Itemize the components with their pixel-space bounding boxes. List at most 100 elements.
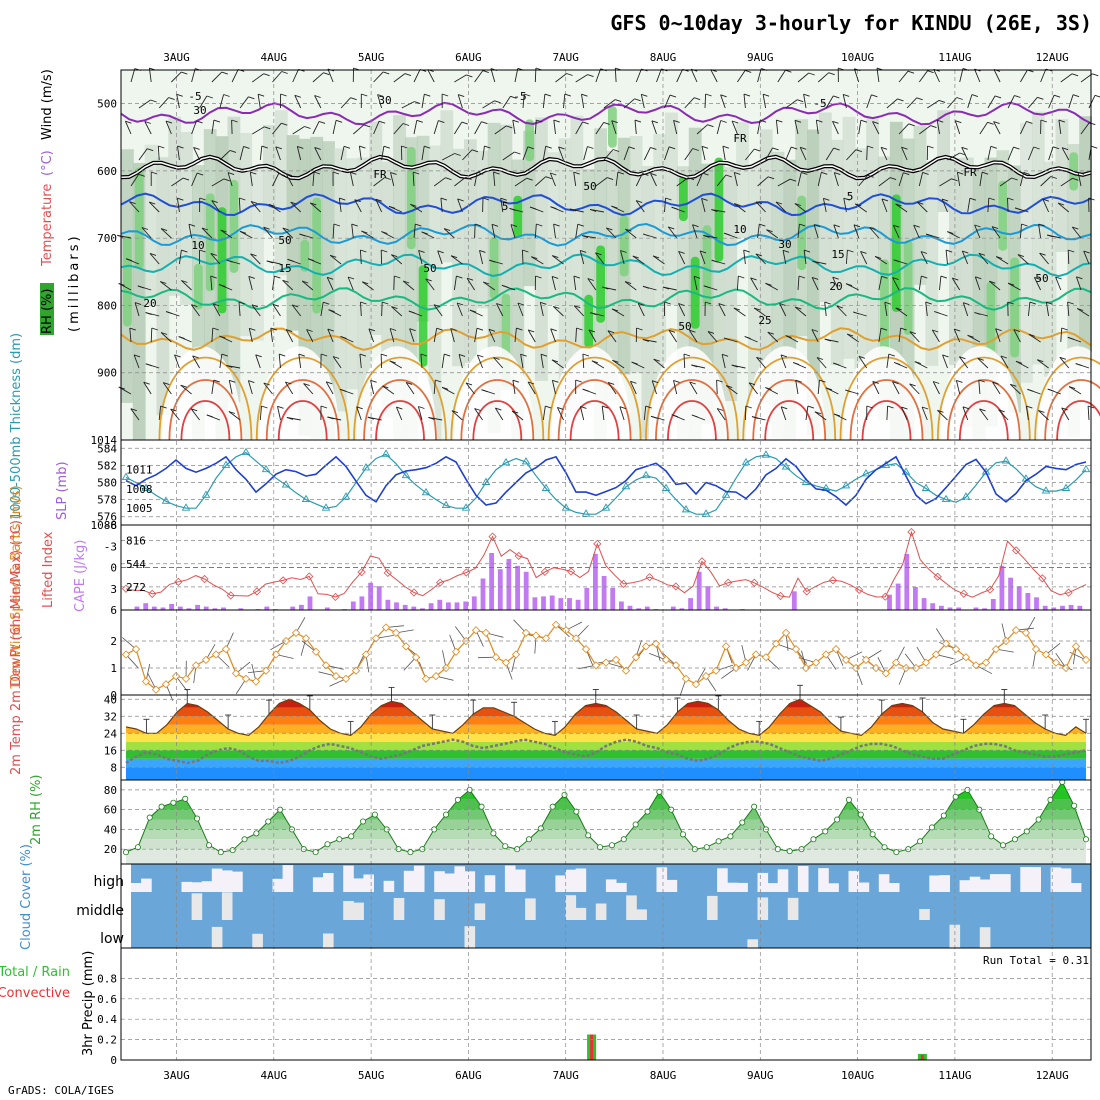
wind-barb [766, 229, 779, 239]
cloud-cell [979, 879, 991, 892]
wind-barb-flag [176, 93, 183, 97]
wind-barb [395, 406, 403, 421]
wind-barb-flag [199, 249, 206, 253]
wind-barb-flag [263, 73, 270, 77]
cape-bar [203, 606, 209, 610]
wind-barb-flag [814, 411, 822, 415]
cape-bar [714, 606, 719, 610]
wind-barb-flag [650, 172, 657, 176]
wind-barb [349, 172, 354, 187]
rh-band [126, 829, 1086, 840]
wind-10m-point [341, 674, 351, 683]
top-day-label: 3AUG [163, 51, 190, 64]
wind-barb [803, 250, 807, 265]
wind-barb [488, 329, 496, 343]
wind-barb [716, 174, 727, 187]
wind-barb [909, 383, 920, 395]
wind-barb-flag [465, 176, 472, 180]
wind-barb-flag [223, 94, 230, 97]
wind-barb-flag [796, 99, 804, 103]
rh-high-patch [702, 225, 712, 306]
wind-10m-point [591, 661, 601, 670]
precip-left-labels: Total / Rain Convective 3hr Precip (mm) … [0, 951, 1089, 1056]
wind-barb [780, 354, 787, 369]
rh-shading-streak [570, 115, 584, 415]
wind-barb-flag [987, 121, 994, 125]
wind-barb [979, 122, 988, 135]
wind-barb [228, 411, 241, 421]
wind-barb [755, 201, 766, 213]
wind-barb-flag [314, 146, 321, 150]
wind-barb [881, 198, 888, 213]
bottom-day-label: 9AUG [747, 1069, 774, 1082]
wind-barb [160, 332, 172, 343]
wind-barb-flag [920, 251, 928, 254]
wind-barb-flag [909, 383, 916, 387]
wind-barb-flag [350, 97, 357, 101]
wind-barb-flag [248, 380, 255, 384]
wind-barb [1020, 69, 1028, 83]
wind-barb-flag [314, 95, 321, 98]
wind-10m-point [831, 644, 841, 654]
wind-barb [601, 406, 605, 421]
wind-barb-flag [909, 331, 916, 335]
wind-barb [380, 353, 383, 369]
wind-barb [1068, 386, 1082, 395]
rh-high-patch [584, 294, 594, 348]
wind-barb [176, 94, 180, 109]
cape-tick-label: 272 [126, 581, 146, 594]
warm-contour [363, 379, 437, 441]
wind-barb [1059, 357, 1070, 369]
wind-barb-flag [550, 206, 557, 210]
wind-barb-flag [326, 381, 333, 385]
top-day-label: 11AUG [938, 51, 971, 64]
wind-10m-barb [1055, 652, 1067, 669]
wind-barb-flag [401, 145, 408, 149]
cape-bar [644, 606, 650, 610]
wind-barb-flag [466, 277, 474, 281]
wind-barb-flag [210, 252, 217, 256]
wind-barb [993, 121, 1001, 135]
rh-point [217, 849, 224, 856]
wind-barb [474, 121, 482, 135]
wind-barb-flag [476, 327, 484, 331]
wind-barb-flag [370, 379, 377, 383]
wind-barb-flag [255, 354, 262, 358]
wind-barb [825, 95, 834, 109]
precip-axis-label: 3hr Precip (mm) [81, 951, 96, 1056]
lifted-index-point [1012, 546, 1021, 555]
wind-10m-point [161, 680, 171, 689]
wind-barb [360, 301, 362, 317]
wind-barb [250, 253, 261, 265]
wind-barb-flag [457, 302, 464, 306]
wind-barb [853, 68, 860, 83]
wind-barb [817, 172, 822, 187]
boundary-layer-dry [162, 346, 243, 440]
cape-bar [601, 576, 607, 610]
rh-high-patch [205, 193, 215, 292]
wind-barb-flag [558, 146, 565, 150]
wind-barb [989, 280, 1001, 291]
temp-band [126, 716, 1086, 725]
wind-barb-flag [181, 280, 188, 283]
wind-barb-flag [129, 201, 136, 205]
cloud-cell [141, 878, 152, 892]
wind-barb-flag [716, 379, 723, 383]
wind-barb-flag [1072, 226, 1079, 230]
wind-barb-flag [454, 153, 461, 156]
wind-barb-flag [632, 255, 639, 259]
wind-barb-flag [963, 302, 970, 306]
wind-barb [252, 126, 265, 135]
thickness-point [1081, 464, 1091, 473]
lifted-index-point [776, 591, 785, 601]
warm-contour [557, 379, 632, 441]
wind-barb-flag [789, 178, 797, 182]
cloud-cell [949, 924, 961, 948]
wind-barb [514, 177, 527, 187]
wind-barb [999, 177, 1012, 187]
wind-10m-point [931, 650, 941, 659]
wind-barb [886, 354, 890, 369]
wind-barb [358, 146, 362, 161]
rh-line [125, 781, 1087, 853]
rh-high-patch [619, 215, 629, 277]
